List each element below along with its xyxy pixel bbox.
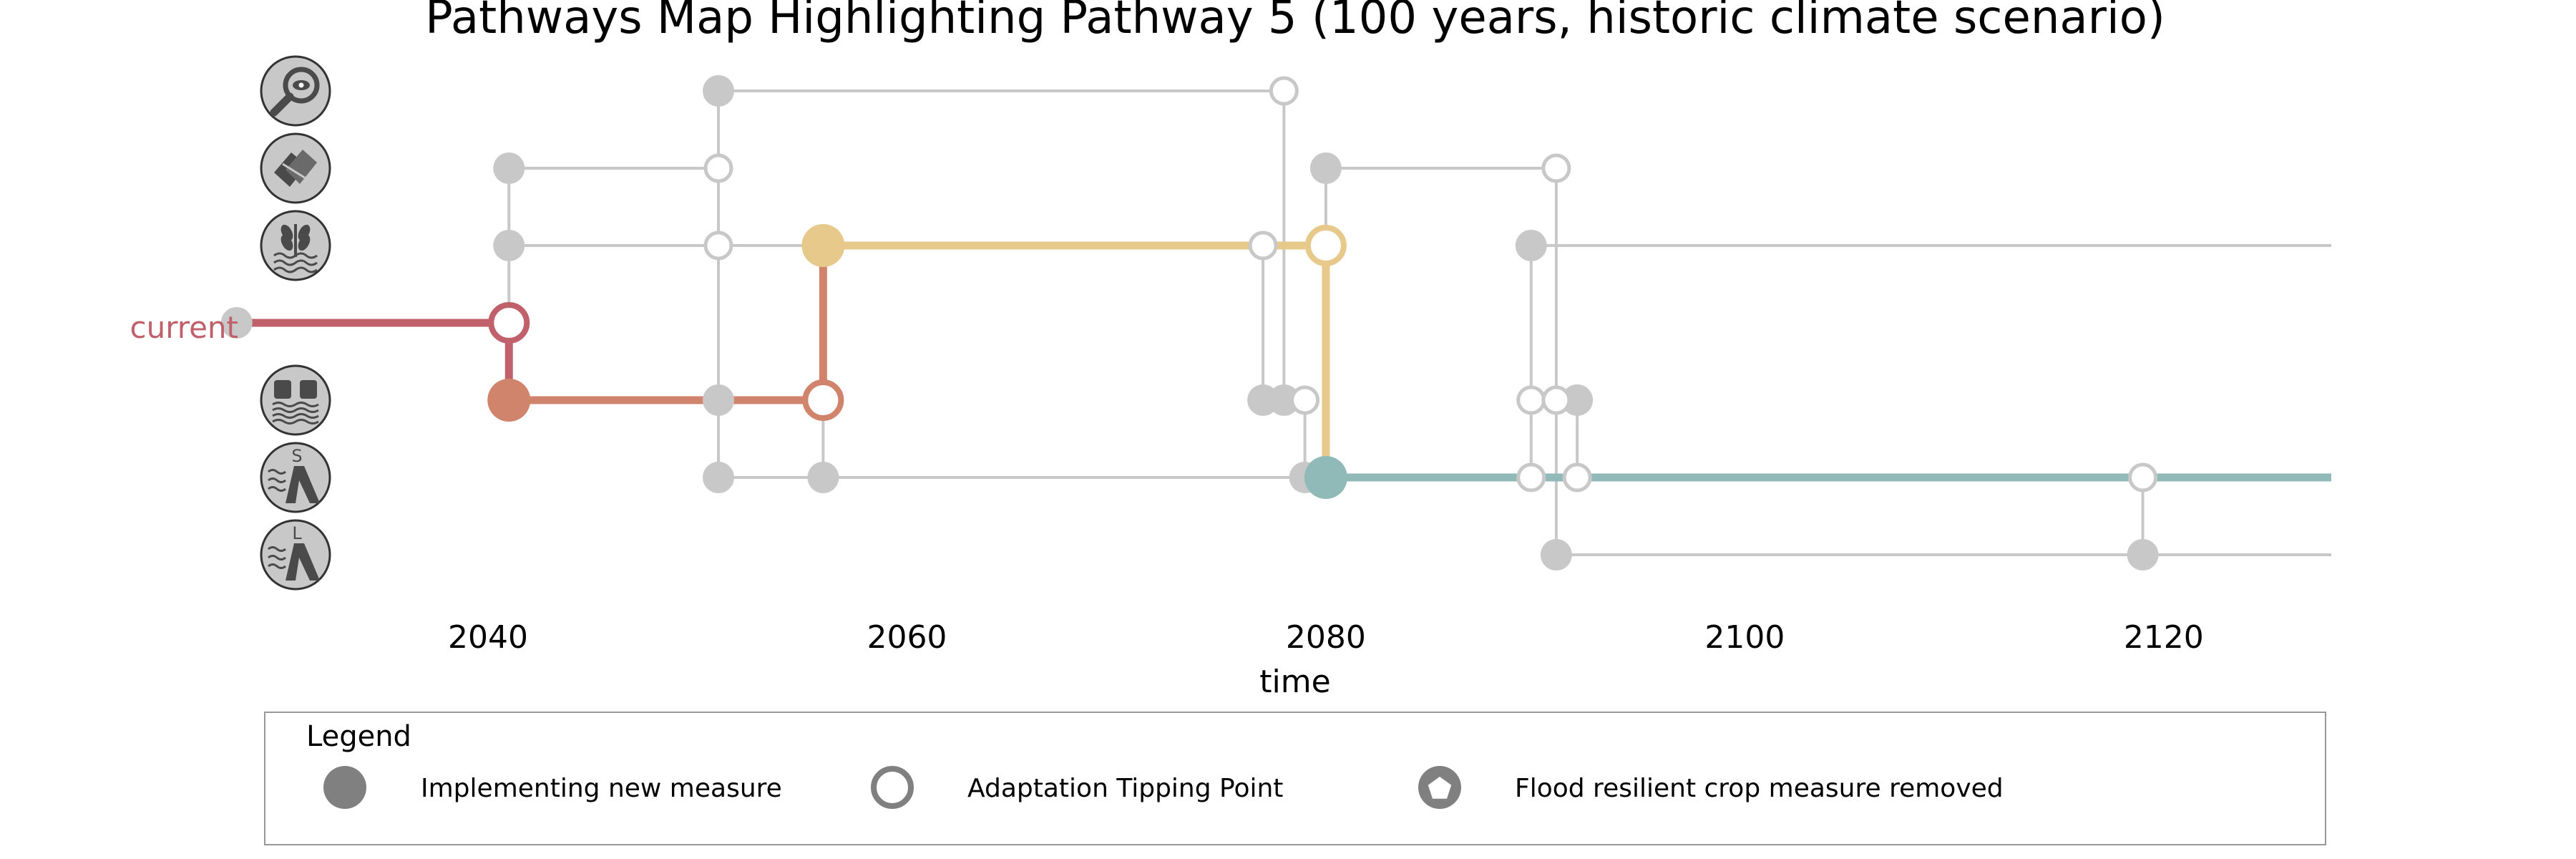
legend-marker-pentagon xyxy=(1428,777,1452,799)
water-wave xyxy=(272,402,319,407)
legend-item: Adaptation Tipping Point xyxy=(871,766,1283,809)
grey-implement-marker xyxy=(1268,384,1300,416)
water-wave xyxy=(273,266,318,273)
grey-implement-marker xyxy=(1309,152,1342,184)
grey-tipping-point-marker xyxy=(1269,76,1299,106)
grey-implement-marker xyxy=(220,307,253,339)
current-label: current xyxy=(130,310,238,345)
eye-pupil xyxy=(298,82,304,88)
grey-markers xyxy=(220,75,2159,571)
legend: Legend Implementing new measure Adaptatio… xyxy=(264,712,2326,845)
dike-letter: S xyxy=(291,446,302,466)
water-wave xyxy=(268,486,286,492)
legend-marker-filled-circle xyxy=(323,766,366,809)
x-tick-label: 2060 xyxy=(867,619,947,656)
grey-tipping-point-marker xyxy=(1562,462,1592,492)
grey-tipping-point-marker xyxy=(1248,230,1278,261)
grey-implement-marker xyxy=(493,152,525,184)
grey-tipping-point-marker xyxy=(1290,385,1320,415)
highlight-implement-marker xyxy=(1304,456,1347,499)
grey-implement-marker xyxy=(807,462,839,493)
highlight-implement-marker xyxy=(487,379,531,422)
water-wave xyxy=(268,546,286,552)
sandbag-right xyxy=(300,380,317,399)
grey-pathway-lines xyxy=(509,89,2331,556)
grey-implement-marker xyxy=(703,75,734,107)
x-tick-label: 2080 xyxy=(1286,619,1366,656)
sandbag-barrier-icon xyxy=(260,364,331,436)
grey-tipping-point-marker xyxy=(703,153,733,183)
water-wave xyxy=(273,259,318,266)
dike-shape xyxy=(286,466,320,503)
dike-large-icon: L xyxy=(260,519,331,591)
legend-marker-open-circle xyxy=(871,766,914,809)
grey-implement-marker xyxy=(703,384,734,416)
x-axis-ticks: 2040 2060 2080 2100 2120 xyxy=(448,619,2204,656)
grey-implement-marker xyxy=(1561,384,1594,416)
legend-item: Implementing new measure xyxy=(323,766,782,809)
legend-label: Flood resilient crop measure removed xyxy=(1515,774,2004,803)
hand-right xyxy=(286,150,317,184)
x-tick-label: 2120 xyxy=(2124,619,2204,656)
water-wave xyxy=(272,413,319,419)
grey-implement-marker xyxy=(1515,230,1547,261)
grey-implement-marker xyxy=(1540,539,1572,571)
grey-tipping-point-marker xyxy=(2128,462,2158,492)
crop-leaf xyxy=(298,234,311,251)
magnifier-handle xyxy=(270,92,294,117)
crop-leaf xyxy=(280,234,293,251)
x-tick-label: 2040 xyxy=(448,619,528,656)
highlight-tipping-point-marker xyxy=(1304,225,1347,266)
grey-implement-marker xyxy=(493,230,525,261)
legend-label: Implementing new measure xyxy=(421,774,782,803)
legend-title: Legend xyxy=(306,720,411,753)
water-wave xyxy=(268,563,286,569)
legend-label: Adaptation Tipping Point xyxy=(967,774,1283,803)
water-wave xyxy=(272,419,319,424)
water-wave xyxy=(268,469,286,475)
highlight-tipping-point-marker xyxy=(488,302,530,344)
grey-tipping-point-marker xyxy=(1516,462,1546,492)
magnifier-lens xyxy=(283,67,320,104)
measure-icons: SL xyxy=(260,55,331,591)
x-tick-label: 2100 xyxy=(1704,619,1785,656)
water-wave xyxy=(268,555,286,560)
water-wave xyxy=(273,252,318,259)
grey-tipping-point-marker xyxy=(1541,385,1571,415)
chart-title: Pathways Map Highlighting Pathway 5 (100… xyxy=(425,0,2165,44)
highlight-implement-marker xyxy=(801,224,845,267)
crop-water-icon xyxy=(260,210,331,281)
legend-item: Flood resilient crop measure removed xyxy=(1418,766,2004,809)
icon-badge xyxy=(260,364,331,436)
handshake-icon xyxy=(260,132,331,204)
highlighted-markers xyxy=(487,224,1347,499)
water-wave xyxy=(272,407,319,413)
grey-implement-marker xyxy=(703,462,734,493)
dike-shape xyxy=(286,543,320,581)
grey-tipping-point-marker xyxy=(1541,153,1571,183)
x-axis-label: time xyxy=(1259,664,1330,700)
hand-divider xyxy=(282,162,306,180)
dike-letter: L xyxy=(292,523,302,543)
legend-items: Implementing new measure Adaptation Tippi… xyxy=(323,766,2004,809)
grey-tipping-point-marker xyxy=(1516,385,1546,415)
sandbag-left xyxy=(274,380,291,399)
water-wave xyxy=(268,477,286,483)
grey-implement-marker xyxy=(2127,539,2159,571)
highlight-tipping-point-marker xyxy=(802,379,844,421)
dike-small-icon: S xyxy=(260,442,331,513)
highlighted-pathway xyxy=(236,241,2331,482)
legend-frame xyxy=(264,712,2326,845)
grey-tipping-point-marker xyxy=(703,230,733,261)
magnifier-eye-icon xyxy=(260,55,331,127)
